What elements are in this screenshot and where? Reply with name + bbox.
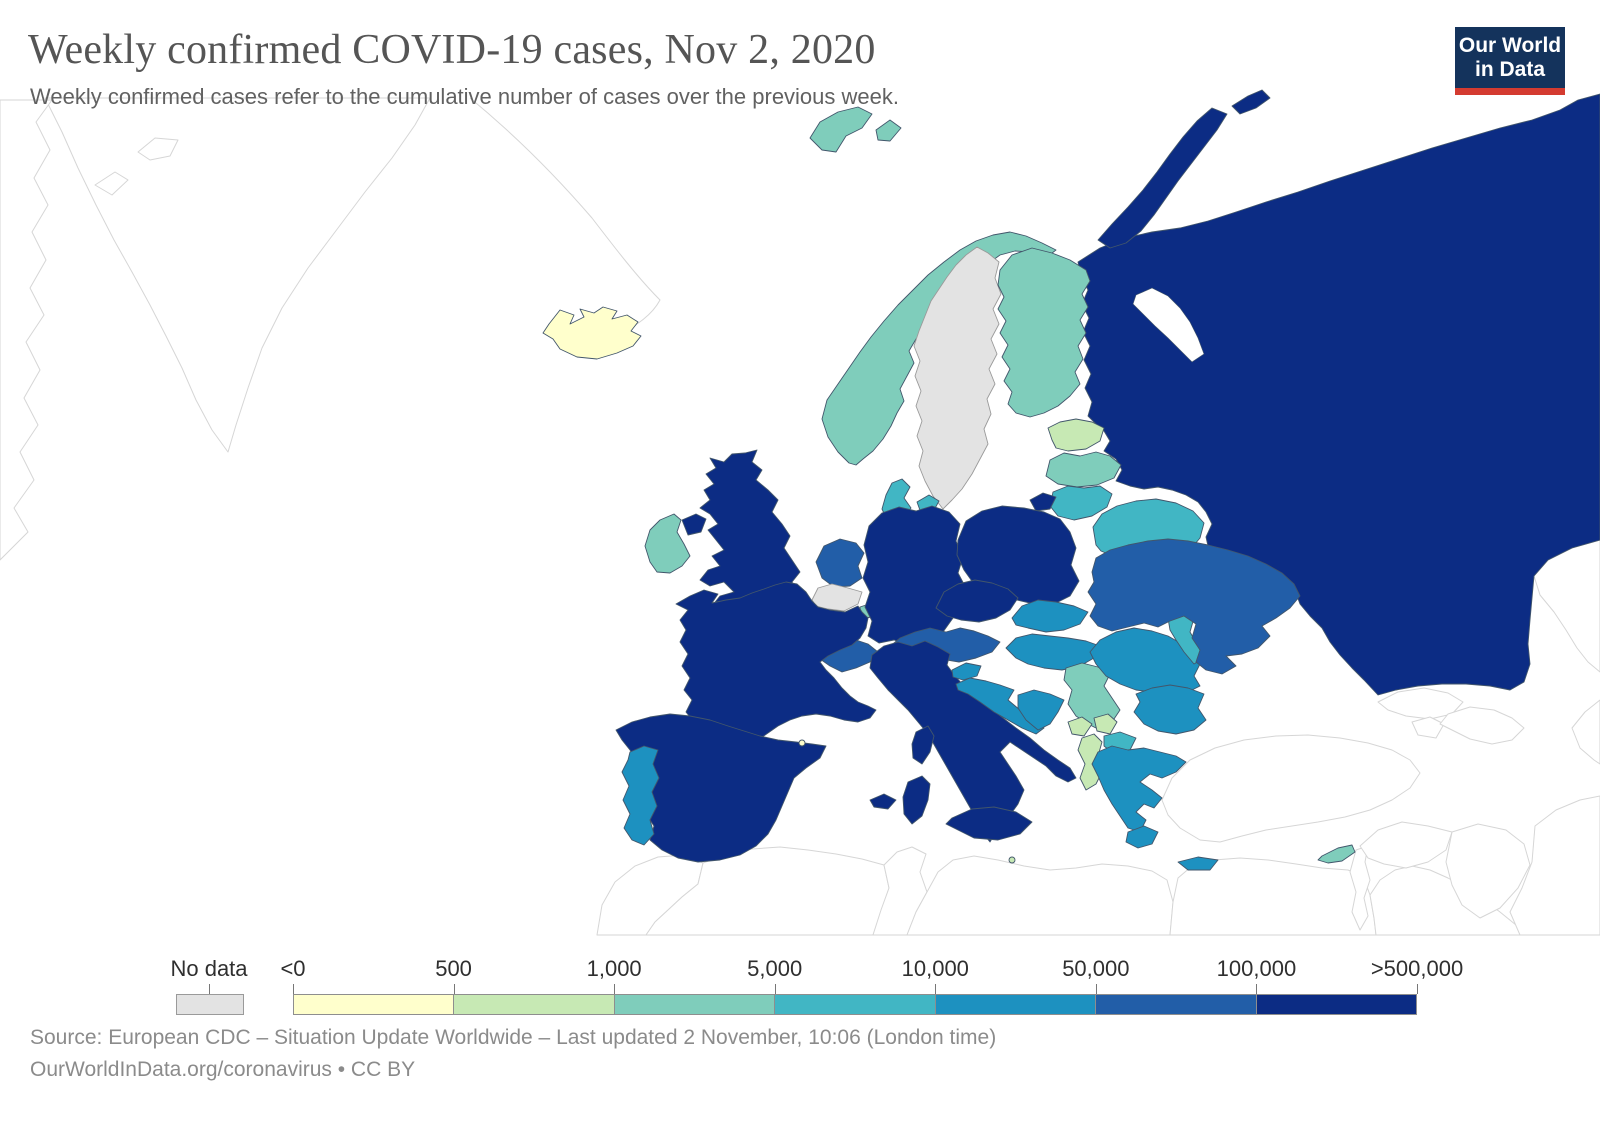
legend-tick-mark (935, 984, 937, 994)
country-andorra[interactable] (798, 739, 806, 747)
region-middle-east-outline (1369, 865, 1526, 936)
owid-logo-line1: Our World (1458, 34, 1562, 57)
country-iran-outline (1509, 795, 1600, 936)
country-spain-mallorca[interactable] (869, 793, 897, 810)
country-romania[interactable] (1089, 627, 1201, 693)
license-line: OurWorldInData.org/coronavirus • CC BY (30, 1058, 416, 1081)
country-latvia[interactable] (1045, 451, 1122, 488)
country-svalbard-east[interactable] (875, 119, 902, 142)
country-france[interactable] (675, 581, 877, 746)
country-lithuania[interactable] (1049, 485, 1113, 521)
legend-tick-mark (774, 984, 776, 994)
legend-band-7[interactable] (1256, 994, 1417, 1015)
legend-band-3[interactable] (614, 994, 776, 1015)
country-georgia-outline (1377, 687, 1464, 720)
country-russia-kaliningrad[interactable] (1029, 492, 1057, 512)
country-libya-outline (906, 855, 1174, 936)
legend-tick-label: 500 (435, 956, 472, 981)
legend-tick-label: 100,000 (1216, 956, 1297, 981)
legend-tick-mark (453, 984, 455, 994)
country-lebanon-israel-outline (1349, 845, 1371, 931)
country-sweden[interactable] (913, 246, 1002, 510)
legend-tick-label: <0 (280, 956, 306, 981)
owid-logo-line2: in Data (1474, 58, 1545, 81)
country-turkey-outline (1161, 734, 1421, 843)
country-slovakia[interactable] (1011, 599, 1089, 633)
country-cyprus[interactable] (1317, 844, 1356, 864)
country-azerbaijan-outline (1439, 706, 1525, 745)
country-albania[interactable] (1077, 733, 1104, 791)
legend-tick-label: 1,000 (586, 956, 642, 981)
country-greece-crete[interactable] (1177, 856, 1219, 871)
country-bulgaria[interactable] (1133, 684, 1207, 735)
island-novaya-zemlya-north[interactable] (1231, 89, 1271, 115)
background-landmasses (0, 97, 1600, 936)
country-slovenia[interactable] (951, 662, 982, 681)
legend-tick-mark (293, 984, 294, 994)
country-northern-ireland[interactable] (681, 513, 707, 536)
country-italy-sardinia[interactable] (902, 775, 931, 825)
legend-tick-label: >500,000 (1370, 956, 1464, 981)
country-greece[interactable] (1091, 745, 1187, 833)
legend-band-5[interactable] (935, 994, 1097, 1015)
legend-tick-label: 5,000 (747, 956, 803, 981)
landmass-canada-coast (0, 99, 53, 561)
page-subtitle: Weekly confirmed cases refer to the cumu… (30, 84, 899, 109)
country-syria-outline (1359, 821, 1453, 869)
landmass-greenland (44, 97, 431, 453)
country-ireland[interactable] (644, 513, 691, 574)
coastline-east-greenland (469, 97, 661, 333)
country-svalbard[interactable] (809, 106, 873, 153)
country-iceland[interactable] (542, 306, 642, 360)
country-iraq-outline (1445, 823, 1531, 919)
legend-band-6[interactable] (1096, 994, 1257, 1015)
legend-no-data-label: No data (170, 956, 248, 981)
country-ukraine[interactable] (1087, 538, 1301, 675)
legend-band-1[interactable] (293, 994, 455, 1015)
country-france-corsica[interactable] (911, 725, 935, 765)
country-turkmenistan-outline (1571, 699, 1600, 765)
country-germany[interactable] (862, 505, 967, 647)
country-malta[interactable] (1008, 856, 1016, 864)
legend-tick-mark (614, 984, 616, 994)
legend-color-bar (293, 994, 1417, 1015)
legend-tick-mark (1095, 984, 1097, 994)
country-italy-sicily[interactable] (945, 806, 1033, 841)
country-bosnia[interactable] (1017, 689, 1065, 731)
legend-tick-label: 10,000 (901, 956, 969, 981)
country-estonia[interactable] (1047, 418, 1105, 452)
country-greece-peloponnese[interactable] (1125, 825, 1159, 849)
legend-band-4[interactable] (775, 994, 936, 1015)
country-czechia[interactable] (935, 579, 1019, 623)
country-croatia[interactable] (955, 677, 1045, 735)
white-sea (1132, 287, 1205, 363)
country-finland[interactable] (997, 247, 1091, 418)
country-netherlands[interactable] (815, 538, 865, 588)
legend-band-2[interactable] (454, 994, 615, 1015)
legend-tick-label: 50,000 (1062, 956, 1130, 981)
legend-no-data-swatch[interactable] (176, 994, 244, 1015)
country-kosovo[interactable] (1093, 713, 1118, 735)
data-countries (542, 89, 1600, 871)
page-title: Weekly confirmed COVID-19 cases, Nov 2, … (28, 27, 876, 73)
country-portugal[interactable] (621, 745, 660, 846)
country-united-kingdom[interactable] (699, 449, 801, 611)
owid-logo[interactable]: Our World in Data (1455, 27, 1565, 95)
island-novaya-zemlya[interactable] (1097, 107, 1228, 249)
country-montenegro[interactable] (1067, 716, 1093, 737)
legend-no-data-tick (209, 984, 210, 994)
island-arctic-2 (94, 171, 129, 196)
country-armenia-outline (1411, 716, 1445, 739)
island-arctic-1 (137, 137, 179, 161)
country-belgium[interactable] (811, 583, 863, 612)
legend-tick-mark (1417, 984, 1418, 994)
source-line: Source: European CDC – Situation Update … (30, 1026, 997, 1049)
legend-labels: No data <0 500 1,000 5,000 10,000 50,000 100,0… (0, 956, 1600, 982)
legend-tick-mark (1256, 984, 1258, 994)
